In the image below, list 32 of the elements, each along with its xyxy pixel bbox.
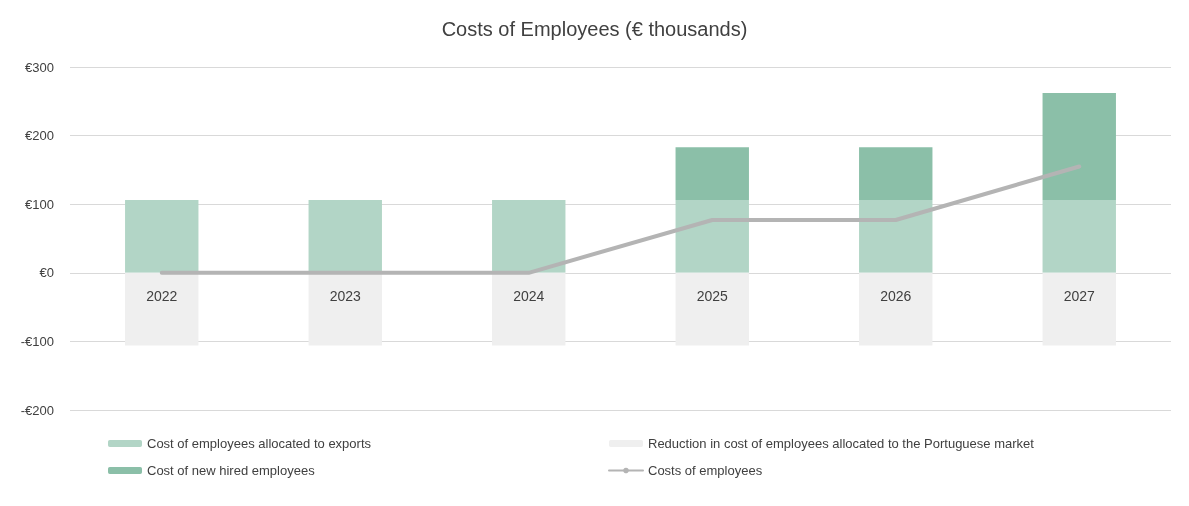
bar (492, 272, 566, 346)
legend-label: Costs of employees (648, 463, 763, 478)
y-tick-label: -€100 (20, 333, 54, 349)
y-tick-label: €0 (39, 265, 54, 281)
chart-title: Costs of Employees (€ thousands) (441, 18, 748, 40)
bar (492, 200, 566, 273)
x-tick-label: 2023 (329, 287, 362, 304)
bar (675, 200, 749, 273)
bar (125, 200, 199, 273)
bar (859, 147, 933, 201)
x-tick-label: 2025 (696, 287, 729, 304)
bar (675, 147, 749, 201)
x-tick-label: 2022 (146, 287, 178, 304)
bar (859, 200, 933, 273)
bar (308, 200, 382, 273)
y-tick-label: -€200 (20, 402, 54, 418)
y-tick-label: €100 (25, 196, 54, 212)
bar (308, 272, 382, 346)
bar (1042, 200, 1116, 273)
bar (859, 272, 933, 346)
legend-label: Reduction in cost of employees allocated to the Portuguese market (648, 436, 1035, 451)
bar (1042, 272, 1116, 346)
bar (1042, 93, 1116, 201)
x-tick-label: 2027 (1063, 287, 1096, 304)
x-tick-label: 2026 (880, 287, 912, 304)
y-tick-label: €300 (25, 59, 54, 75)
x-tick-label: 2024 (513, 287, 545, 304)
bar (675, 272, 749, 346)
legend-label: Cost of employees allocated to exports (147, 436, 372, 451)
legend-label: Cost of new hired employees (147, 463, 316, 478)
bar (125, 272, 199, 346)
y-tick-label: €200 (25, 128, 54, 144)
